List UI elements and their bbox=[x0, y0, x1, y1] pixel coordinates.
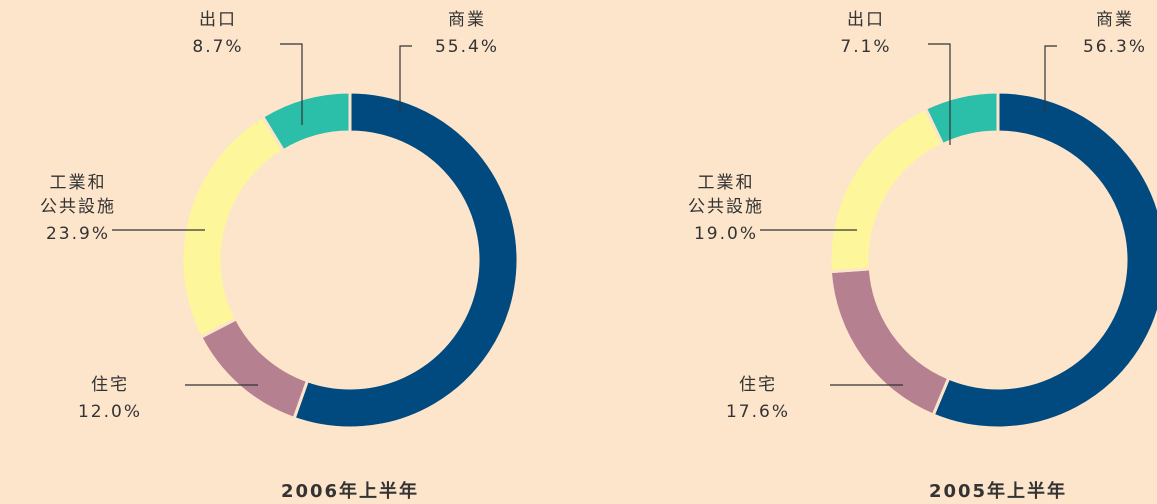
donut-slice bbox=[828, 106, 945, 274]
donut-slice bbox=[292, 90, 520, 430]
value-label: 8.7% bbox=[192, 37, 243, 57]
donut-slice bbox=[931, 90, 1157, 430]
category-label: 出口 bbox=[847, 10, 885, 30]
category-label-line: 工業和 bbox=[698, 173, 755, 193]
category-label: 工業和公共設施 bbox=[688, 173, 764, 217]
category-label: 工業和公共設施 bbox=[40, 173, 116, 217]
leader-line bbox=[928, 43, 951, 145]
category-label: 商業 bbox=[448, 10, 486, 30]
category-label: 出口 bbox=[199, 10, 237, 30]
category-label: 住宅 bbox=[91, 375, 129, 395]
value-label: 19.0% bbox=[694, 224, 758, 244]
value-label: 56.3% bbox=[1083, 37, 1147, 57]
value-label: 12.0% bbox=[78, 402, 142, 422]
category-label: 住宅 bbox=[739, 375, 777, 395]
leader-line bbox=[399, 45, 412, 112]
category-label: 商業 bbox=[1096, 10, 1134, 30]
category-label-line: 工業和 bbox=[50, 173, 107, 193]
donut-slice bbox=[198, 316, 310, 421]
donut-slice bbox=[260, 90, 352, 153]
category-label-line: 公共設施 bbox=[40, 197, 116, 217]
donut-slice bbox=[828, 267, 951, 417]
chart-title: 2005年上半年 bbox=[929, 480, 1067, 502]
value-label: 7.1% bbox=[840, 37, 891, 57]
value-label: 23.9% bbox=[46, 224, 110, 244]
donut-slice bbox=[180, 114, 286, 340]
value-label: 17.6% bbox=[726, 402, 790, 422]
value-label: 55.4% bbox=[435, 37, 499, 57]
category-label-line: 公共設施 bbox=[688, 197, 764, 217]
donut-slice bbox=[923, 90, 1000, 147]
leader-line bbox=[1044, 45, 1057, 112]
chart-title: 2006年上半年 bbox=[281, 480, 419, 502]
leader-line bbox=[280, 43, 303, 125]
